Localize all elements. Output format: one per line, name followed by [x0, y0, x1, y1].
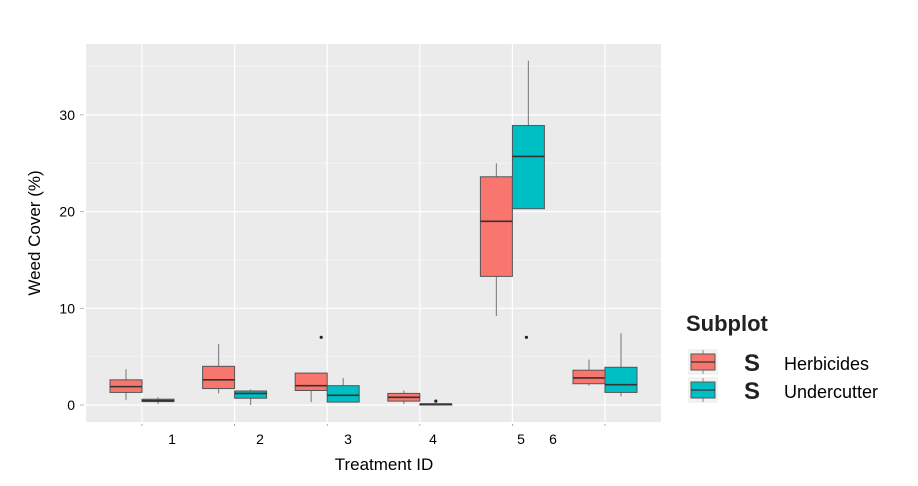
box-iqr [479, 176, 513, 277]
box-iqr [294, 372, 328, 391]
legend-item-undercutter: S Undercutter [688, 377, 878, 405]
legend: Subplot S Herbicides S Undercutter [686, 311, 878, 405]
box-undercutter-1 [141, 397, 175, 405]
box-undercutter-3 [326, 377, 360, 403]
legend-title: Subplot [686, 311, 769, 336]
boxes [109, 60, 638, 406]
box-iqr [604, 366, 638, 393]
y-axis-ticks: 0 10 20 30 [59, 107, 84, 413]
x-tick-label: 4 [429, 431, 437, 447]
y-axis-label: Weed Cover (%) [25, 170, 44, 295]
y-tick-label: 0 [67, 397, 75, 413]
box-iqr [572, 369, 606, 385]
box-undercutter-5 [511, 60, 545, 339]
outlier-point [524, 335, 529, 339]
y-tick-label: 10 [59, 300, 75, 316]
box-herbicides-1 [109, 369, 143, 401]
box-iqr [202, 365, 236, 390]
box-undercutter-2 [234, 389, 268, 405]
box-undercutter-6 [604, 333, 638, 397]
box-herbicides-6 [572, 359, 606, 386]
legend-truncated-prefix: S [744, 378, 760, 405]
plot-panel [86, 44, 661, 422]
legend-label: Herbicides [784, 354, 869, 374]
x-axis-label: Treatment ID [335, 455, 434, 474]
box-iqr [511, 125, 545, 210]
outlier-point [319, 335, 323, 339]
x-tick-label: 1 [168, 431, 176, 447]
box-iqr [326, 385, 360, 403]
outlier-point [434, 399, 438, 403]
legend-item-herbicides: S Herbicides [688, 349, 869, 377]
y-tick-label: 20 [59, 204, 75, 220]
box-herbicides-3 [294, 335, 328, 403]
legend-label: Undercutter [784, 382, 878, 402]
x-tick-label: 2 [256, 431, 264, 447]
box-herbicides-2 [202, 344, 236, 394]
box-herbicides-5 [479, 163, 513, 317]
x-tick-label: 5 [517, 431, 525, 447]
box-iqr [234, 390, 268, 399]
y-tick-label: 30 [59, 107, 75, 123]
x-tick-label: 6 [549, 431, 557, 447]
legend-truncated-prefix: S [744, 350, 760, 377]
x-axis-ticks: 1 2 3 4 5 6 [141, 424, 606, 447]
box-undercutter-4 [419, 399, 453, 406]
x-tick-label: 3 [344, 431, 352, 447]
box-herbicides-4 [387, 390, 421, 405]
